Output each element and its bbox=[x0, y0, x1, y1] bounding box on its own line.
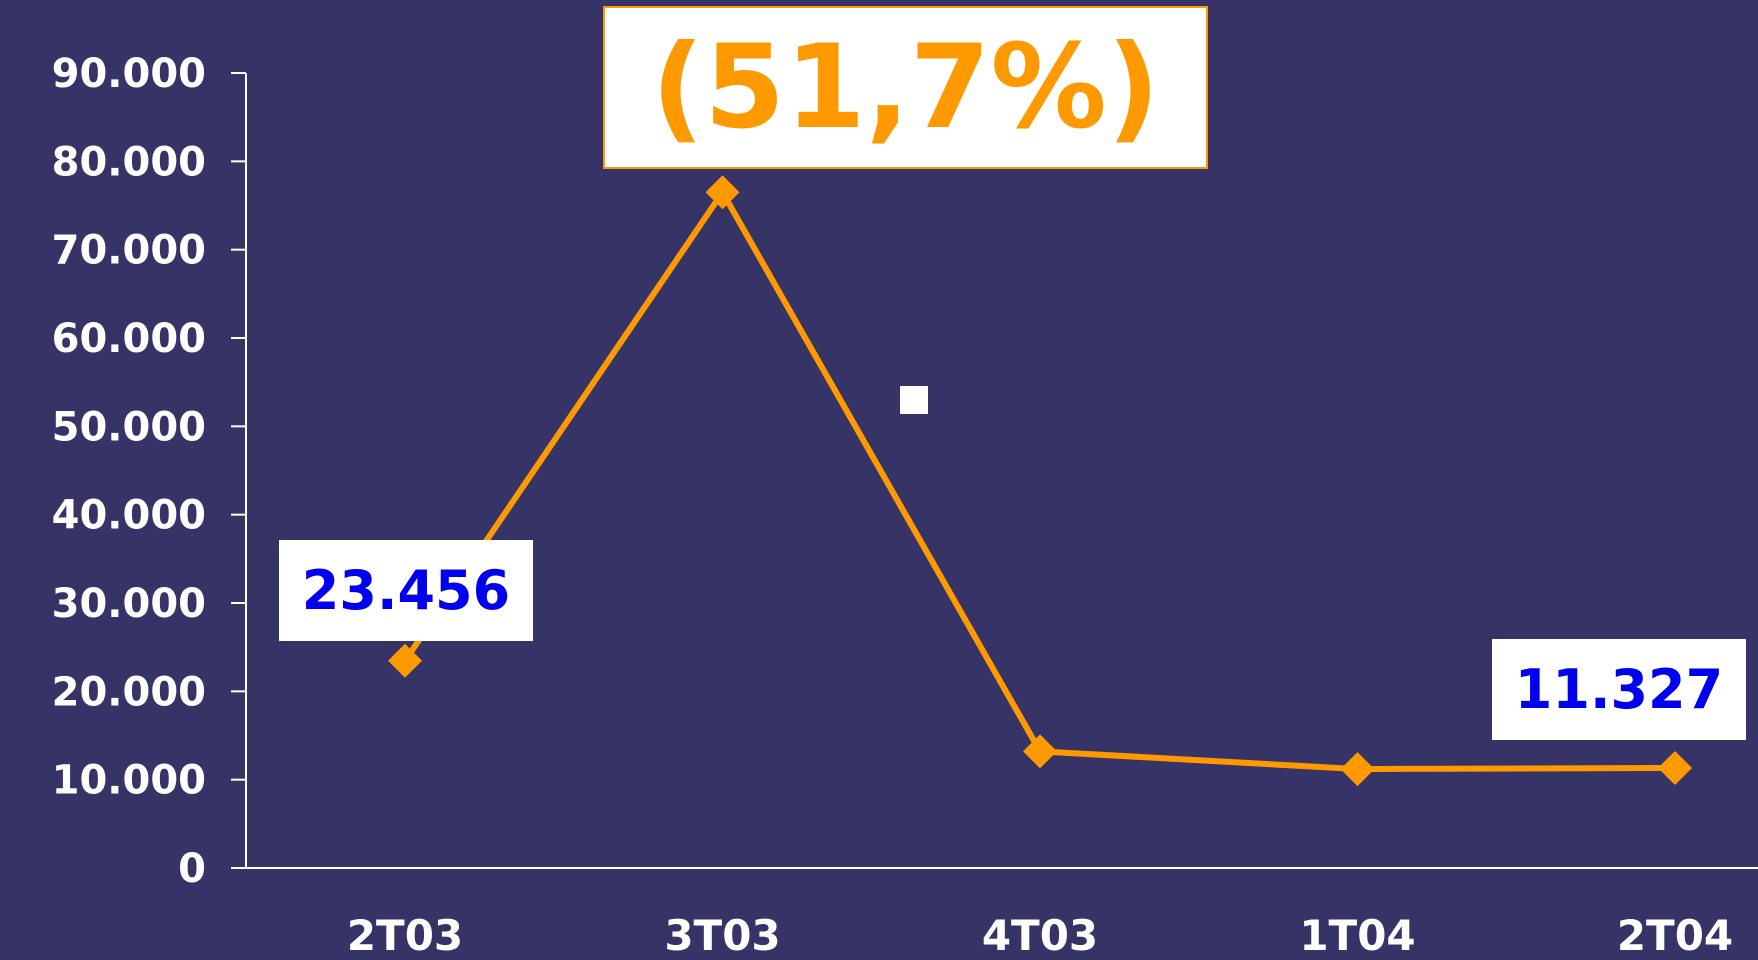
start-value-callout: 23.456 bbox=[279, 540, 533, 641]
data-point-marker bbox=[1023, 734, 1057, 769]
end-value-callout: 11.327 bbox=[1492, 639, 1746, 740]
data-point-marker bbox=[1658, 750, 1692, 785]
data-point-marker bbox=[388, 643, 422, 678]
x-axis-labels: 2T03 3T03 4T03 1T04 2T04 bbox=[347, 911, 1733, 960]
y-tick-label: 80.000 bbox=[52, 139, 206, 185]
y-tick-label: 10.000 bbox=[52, 758, 206, 804]
x-category-label: 4T03 bbox=[982, 911, 1098, 960]
y-tick-label: 20.000 bbox=[52, 669, 206, 715]
y-tick-label: 70.000 bbox=[52, 228, 206, 274]
y-tick-label: 0 bbox=[178, 846, 206, 892]
y-axis-ticks: 0 10.000 20.000 30.000 40.000 50.000 60.000 70.… bbox=[52, 51, 246, 892]
y-tick-label: 30.000 bbox=[52, 581, 206, 627]
y-tick-label: 60.000 bbox=[52, 316, 206, 362]
series-line bbox=[402, 189, 1676, 773]
y-tick-label: 50.000 bbox=[52, 404, 206, 450]
x-category-label: 2T04 bbox=[1617, 911, 1733, 960]
x-category-label: 2T03 bbox=[347, 911, 463, 960]
data-point-marker bbox=[1340, 752, 1375, 787]
chart-axes bbox=[245, 73, 1758, 869]
series-group bbox=[388, 175, 1692, 787]
y-tick-label: 90.000 bbox=[52, 51, 206, 97]
peak-percentage-callout: (51,7%) bbox=[603, 6, 1208, 169]
y-tick-label: 40.000 bbox=[52, 493, 206, 539]
x-category-label: 1T04 bbox=[1299, 911, 1415, 960]
data-point-marker bbox=[705, 175, 740, 210]
x-category-label: 3T03 bbox=[664, 911, 780, 960]
square-marker bbox=[900, 386, 928, 414]
